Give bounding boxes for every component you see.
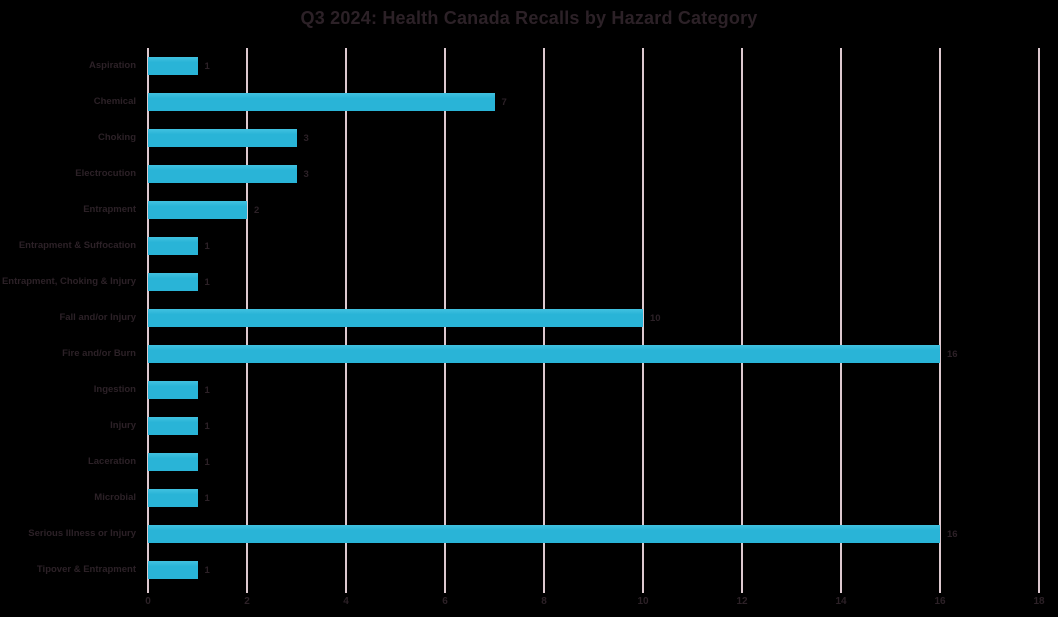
- bar-row: Entrapment 2: [0, 192, 1058, 228]
- x-tick-mark: [939, 588, 941, 593]
- x-tick-label: 6: [442, 596, 448, 607]
- gridline: [840, 48, 842, 588]
- x-tick-label: 14: [835, 596, 847, 607]
- bar: [148, 309, 643, 327]
- category-label: Chemical: [93, 96, 136, 108]
- value-label: 16: [947, 348, 958, 360]
- value-label: 1: [204, 240, 210, 252]
- x-tick-mark: [642, 588, 644, 593]
- value-label: 1: [204, 456, 210, 468]
- bar-row: Serious Illness or Injury 16: [0, 516, 1058, 552]
- category-label: Serious Illness or Injury: [28, 528, 136, 540]
- gridline: [939, 48, 941, 588]
- bar-row: Entrapment, Choking & Injury 1: [0, 264, 1058, 300]
- bar-row: Aspiration 1: [0, 48, 1058, 84]
- x-tick-label: 8: [541, 596, 547, 607]
- x-tick-label: 10: [637, 596, 649, 607]
- bar: [148, 489, 198, 507]
- bar-row: Injury 1: [0, 408, 1058, 444]
- category-label: Fall and/or Injury: [59, 312, 136, 324]
- gridline: [1038, 48, 1040, 588]
- x-tick-label: 16: [934, 596, 946, 607]
- bar: [148, 345, 940, 363]
- category-label: Ingestion: [93, 384, 136, 396]
- value-label: 1: [204, 492, 210, 504]
- bar-row: Choking 3: [0, 120, 1058, 156]
- category-label: Choking: [98, 132, 136, 144]
- x-tick-label: 4: [343, 596, 349, 607]
- value-label: 1: [204, 60, 210, 72]
- value-label: 2: [254, 204, 260, 216]
- value-label: 10: [650, 312, 661, 324]
- value-label: 3: [303, 132, 309, 144]
- category-label: Tipover & Entrapment: [36, 564, 136, 576]
- category-label: Entrapment: [83, 204, 136, 216]
- bar: [148, 453, 198, 471]
- bar: [148, 57, 198, 75]
- category-label: Microbial: [94, 492, 136, 504]
- category-label: Fire and/or Burn: [62, 348, 136, 360]
- x-tick-label: 2: [244, 596, 250, 607]
- x-tick-mark: [840, 588, 842, 593]
- x-tick-mark: [444, 588, 446, 593]
- x-tick-mark: [1038, 588, 1040, 593]
- chart-title: Q3 2024: Health Canada Recalls by Hazard…: [300, 8, 758, 28]
- bar-row: Laceration 1: [0, 444, 1058, 480]
- bar-row: Ingestion 1: [0, 372, 1058, 408]
- value-label: 1: [204, 420, 210, 432]
- gridline: [642, 48, 644, 588]
- category-label: Entrapment, Choking & Injury: [1, 276, 136, 288]
- x-tick-mark: [345, 588, 347, 593]
- category-label: Entrapment & Suffocation: [18, 240, 136, 252]
- bar: [148, 417, 198, 435]
- bar-row: Fall and/or Injury 10: [0, 300, 1058, 336]
- bar: [148, 165, 297, 183]
- bar-row: Microbial 1: [0, 480, 1058, 516]
- bar-row: Entrapment & Suffocation 1: [0, 228, 1058, 264]
- value-label: 3: [303, 168, 309, 180]
- bar-row: Electrocution 3: [0, 156, 1058, 192]
- value-label: 7: [501, 96, 507, 108]
- category-label: Aspiration: [89, 60, 136, 72]
- bar: [148, 561, 198, 579]
- value-label: 16: [947, 528, 958, 540]
- x-tick-mark: [741, 588, 743, 593]
- category-label: Laceration: [87, 456, 136, 468]
- x-tick-label: 18: [1033, 596, 1045, 607]
- bar-row: Tipover & Entrapment 1: [0, 552, 1058, 588]
- x-tick-label: 12: [736, 596, 748, 607]
- category-label: Electrocution: [75, 168, 136, 180]
- value-label: 1: [204, 564, 210, 576]
- value-label: 1: [204, 276, 210, 288]
- bar: [148, 525, 940, 543]
- bar: [148, 201, 247, 219]
- bar-row: Fire and/or Burn 16: [0, 336, 1058, 372]
- bar: [148, 93, 495, 111]
- bar-row: Chemical 7: [0, 84, 1058, 120]
- bar: [148, 237, 198, 255]
- bar: [148, 381, 198, 399]
- x-tick-label: 0: [145, 596, 151, 607]
- x-tick-mark: [543, 588, 545, 593]
- bar: [148, 129, 297, 147]
- gridline: [741, 48, 743, 588]
- bar: [148, 273, 198, 291]
- x-tick-mark: [147, 588, 149, 593]
- value-label: 1: [204, 384, 210, 396]
- x-tick-mark: [246, 588, 248, 593]
- category-label: Injury: [110, 420, 136, 432]
